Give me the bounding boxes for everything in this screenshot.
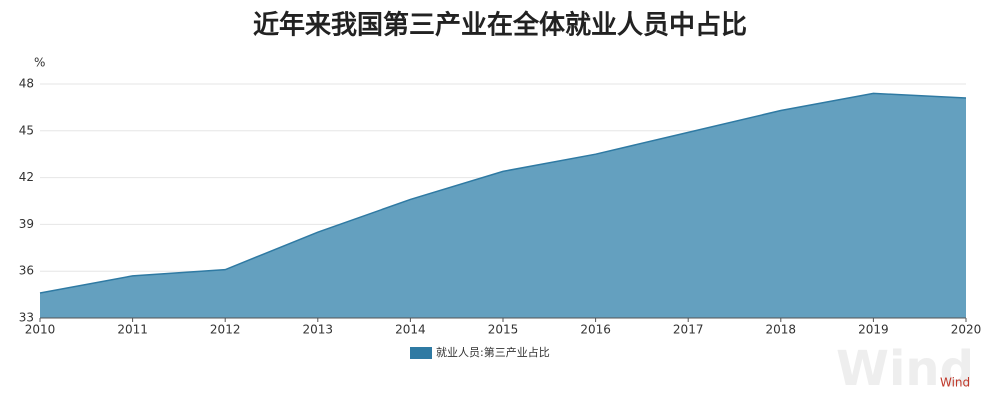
area	[40, 93, 966, 318]
x-tick-label: 2020	[951, 323, 982, 337]
y-tick-label: 48	[19, 77, 34, 91]
x-tick-label: 2013	[303, 323, 334, 337]
x-tick-label: 2015	[488, 323, 519, 337]
x-tick-label: 2019	[858, 323, 889, 337]
legend-label: 就业人员:第三产业占比	[436, 345, 550, 359]
x-tick-label: 2010	[25, 323, 56, 337]
y-unit: %	[34, 56, 45, 70]
line	[39, 92, 967, 294]
y-tick-label: 42	[19, 170, 34, 184]
watermark: Wind	[836, 341, 974, 397]
source: Wind	[940, 376, 970, 390]
legend-swatch	[410, 347, 432, 359]
y-tick-label: 36	[19, 264, 34, 278]
x-tick-label: 2017	[673, 323, 704, 337]
x-tick-label: 2012	[210, 323, 241, 337]
x-tick-label: 2011	[117, 323, 148, 337]
x-tick-label: 2016	[580, 323, 611, 337]
chart-title: 近年来我国第三产业在全体就业人员中占比	[253, 10, 747, 41]
x-tick-label: 2018	[766, 323, 797, 337]
y-tick-label: 39	[19, 217, 34, 231]
x-tick-label: 2014	[395, 323, 426, 337]
y-tick-label: 33	[19, 311, 34, 325]
y-tick-label: 45	[19, 123, 34, 137]
